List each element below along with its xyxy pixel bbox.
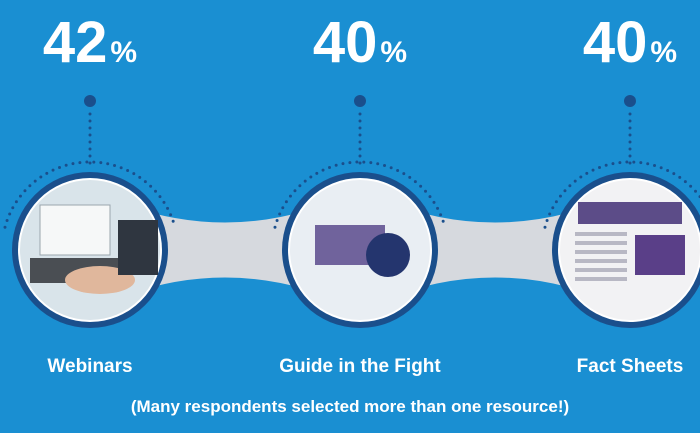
sheet-text bbox=[575, 250, 627, 254]
infographic: (Many respondents selected more than one… bbox=[0, 0, 700, 433]
percent-number: 42 bbox=[43, 10, 108, 75]
percent-unit: % bbox=[110, 36, 137, 69]
percent-unit: % bbox=[380, 36, 407, 69]
cover-figure bbox=[366, 233, 410, 277]
page: (Many respondents selected more than one… bbox=[0, 0, 700, 433]
sheet-text bbox=[575, 277, 627, 281]
percent-unit: % bbox=[650, 36, 677, 69]
footnote: (Many respondents selected more than one… bbox=[131, 397, 569, 416]
resource-label: Fact Sheets bbox=[577, 356, 684, 377]
sleeve bbox=[118, 220, 158, 275]
marker-dot bbox=[354, 95, 366, 107]
resource-label: Guide in the Fight bbox=[279, 356, 441, 377]
sheet-text bbox=[575, 259, 627, 263]
percent-number: 40 bbox=[313, 10, 378, 75]
resource-label: Webinars bbox=[47, 356, 132, 377]
marker-dot bbox=[624, 95, 636, 107]
sheet-text bbox=[575, 232, 627, 236]
marker-dot bbox=[84, 95, 96, 107]
sheet-header bbox=[578, 202, 682, 224]
laptop-screen bbox=[40, 205, 110, 255]
sheet-text bbox=[575, 241, 627, 245]
percent-number: 40 bbox=[583, 10, 648, 75]
sheet-box bbox=[635, 235, 685, 275]
sheet-text bbox=[575, 268, 627, 272]
